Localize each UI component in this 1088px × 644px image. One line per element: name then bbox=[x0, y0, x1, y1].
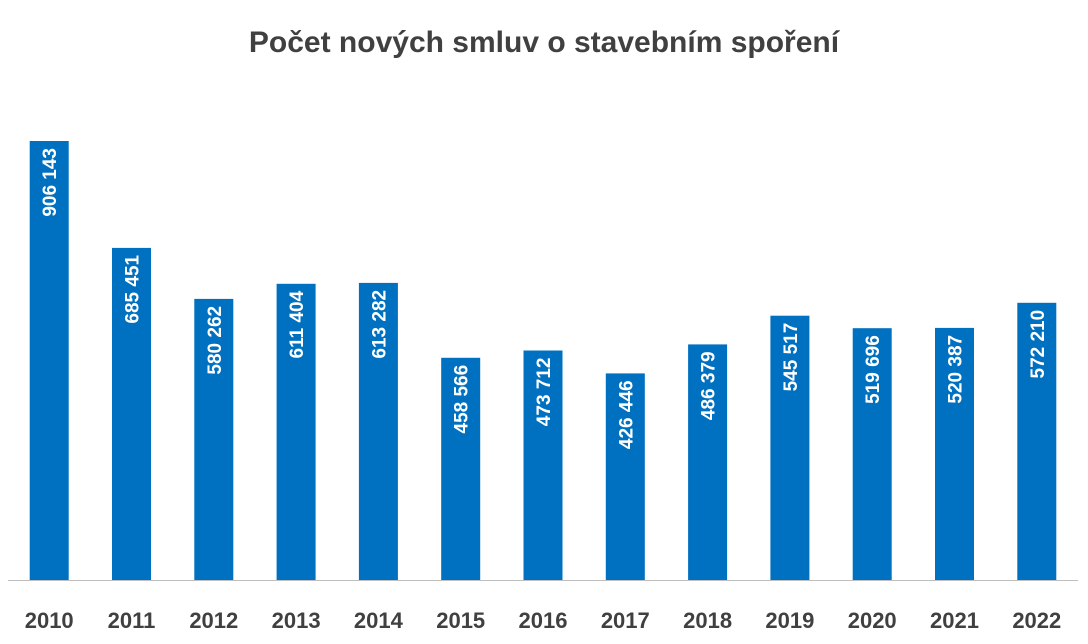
data-label-2010: 906 143 bbox=[40, 148, 61, 217]
data-label-2017: 426 446 bbox=[616, 380, 637, 449]
bar-2011 bbox=[112, 247, 151, 580]
bar-2018 bbox=[688, 344, 728, 580]
bar-2014 bbox=[358, 282, 398, 580]
x-tick-2015: 2015 bbox=[436, 608, 485, 633]
data-label-2021: 520 387 bbox=[946, 335, 967, 404]
x-tick-2018: 2018 bbox=[683, 608, 732, 633]
bar-2013 bbox=[276, 283, 316, 580]
x-tick-2016: 2016 bbox=[519, 608, 568, 633]
data-label-2012: 580 262 bbox=[205, 306, 226, 375]
x-tick-2022: 2022 bbox=[1012, 608, 1061, 633]
x-tick-2021: 2021 bbox=[930, 608, 979, 633]
bar-2021 bbox=[935, 327, 974, 580]
data-label-2022: 572 210 bbox=[1028, 310, 1049, 379]
bar-2015 bbox=[441, 357, 481, 580]
bar-2019 bbox=[770, 315, 810, 580]
bar-2017 bbox=[605, 373, 645, 580]
x-tick-2020: 2020 bbox=[848, 608, 897, 633]
data-label-2014: 613 282 bbox=[369, 290, 390, 359]
bar-2016 bbox=[523, 350, 563, 580]
data-label-2019: 545 517 bbox=[781, 323, 802, 392]
bars-layer bbox=[29, 141, 1057, 580]
bar-2010 bbox=[29, 141, 69, 580]
data-label-2013: 611 404 bbox=[287, 290, 308, 358]
data-label-2015: 458 566 bbox=[452, 365, 473, 434]
data-label-2020: 519 696 bbox=[863, 335, 884, 404]
x-tick-2011: 2011 bbox=[108, 608, 156, 633]
bar-2022 bbox=[1017, 302, 1057, 580]
x-tick-2014: 2014 bbox=[354, 608, 404, 633]
data-label-2018: 486 379 bbox=[699, 351, 720, 420]
data-labels-layer: 906 143 685 451 580 262 611 404 613 282 458 5… bbox=[40, 148, 1049, 449]
x-tick-2010: 2010 bbox=[25, 608, 74, 633]
chart-title: Počet nových smluv o stavebním spoření bbox=[248, 26, 840, 59]
bar-2012 bbox=[194, 298, 234, 580]
x-axis-tick-labels: 2010 2011 2012 2013 2014 2015 2016 2017 2018 2019… bbox=[25, 608, 1062, 633]
bar-2020 bbox=[852, 328, 892, 580]
x-tick-2012: 2012 bbox=[189, 608, 238, 633]
data-label-2016: 473 712 bbox=[534, 358, 555, 427]
x-tick-2013: 2013 bbox=[272, 608, 321, 633]
x-tick-2019: 2019 bbox=[765, 608, 814, 633]
x-tick-2017: 2017 bbox=[601, 608, 650, 633]
data-label-2011: 685 451 bbox=[123, 254, 144, 323]
